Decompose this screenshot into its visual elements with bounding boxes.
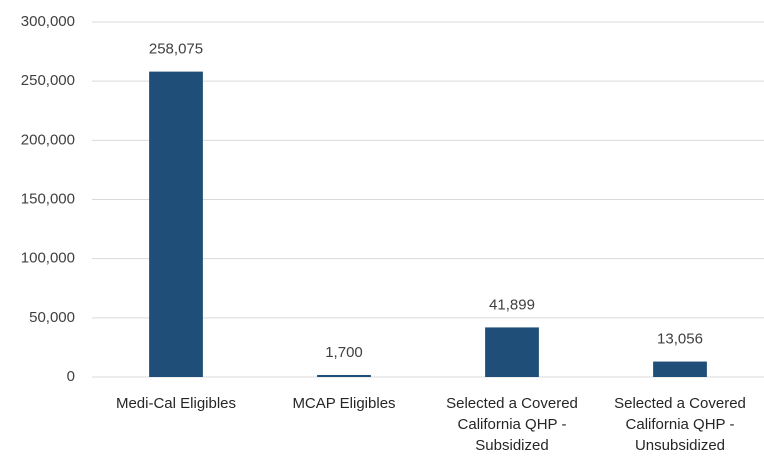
- data-label: 258,075: [149, 41, 203, 58]
- bar: [653, 361, 707, 377]
- y-tick-label: 300,000: [21, 13, 75, 30]
- bar: [149, 71, 203, 377]
- y-tick-label: 100,000: [21, 250, 75, 267]
- x-tick-label-box: Selected a Covered California QHP - Subs…: [446, 395, 578, 454]
- x-tick-label-box: Selected a Covered California QHP - Unsu…: [614, 395, 746, 454]
- x-tick-label: Selected a Covered California QHP - Subs…: [446, 395, 578, 454]
- y-tick-label: 150,000: [21, 190, 75, 207]
- data-label: 13,056: [657, 331, 703, 348]
- y-tick-label: 250,000: [21, 72, 75, 89]
- x-tick-label: MCAP Eligibles: [292, 395, 396, 412]
- y-tick-label: 200,000: [21, 131, 75, 148]
- bar: [317, 374, 371, 377]
- data-label: 1,700: [325, 344, 363, 361]
- x-tick-label: Medi-Cal Eligibles: [115, 395, 237, 412]
- data-label: 41,899: [489, 296, 535, 313]
- y-tick-label: 50,000: [29, 309, 75, 326]
- y-tick-label: 0: [67, 368, 75, 385]
- x-tick-label: Selected a Covered California QHP - Unsu…: [614, 395, 746, 454]
- x-tick-label-box: Medi-Cal Eligibles: [115, 395, 237, 412]
- x-tick-label-box: MCAP Eligibles: [292, 395, 396, 412]
- bar: [485, 327, 539, 377]
